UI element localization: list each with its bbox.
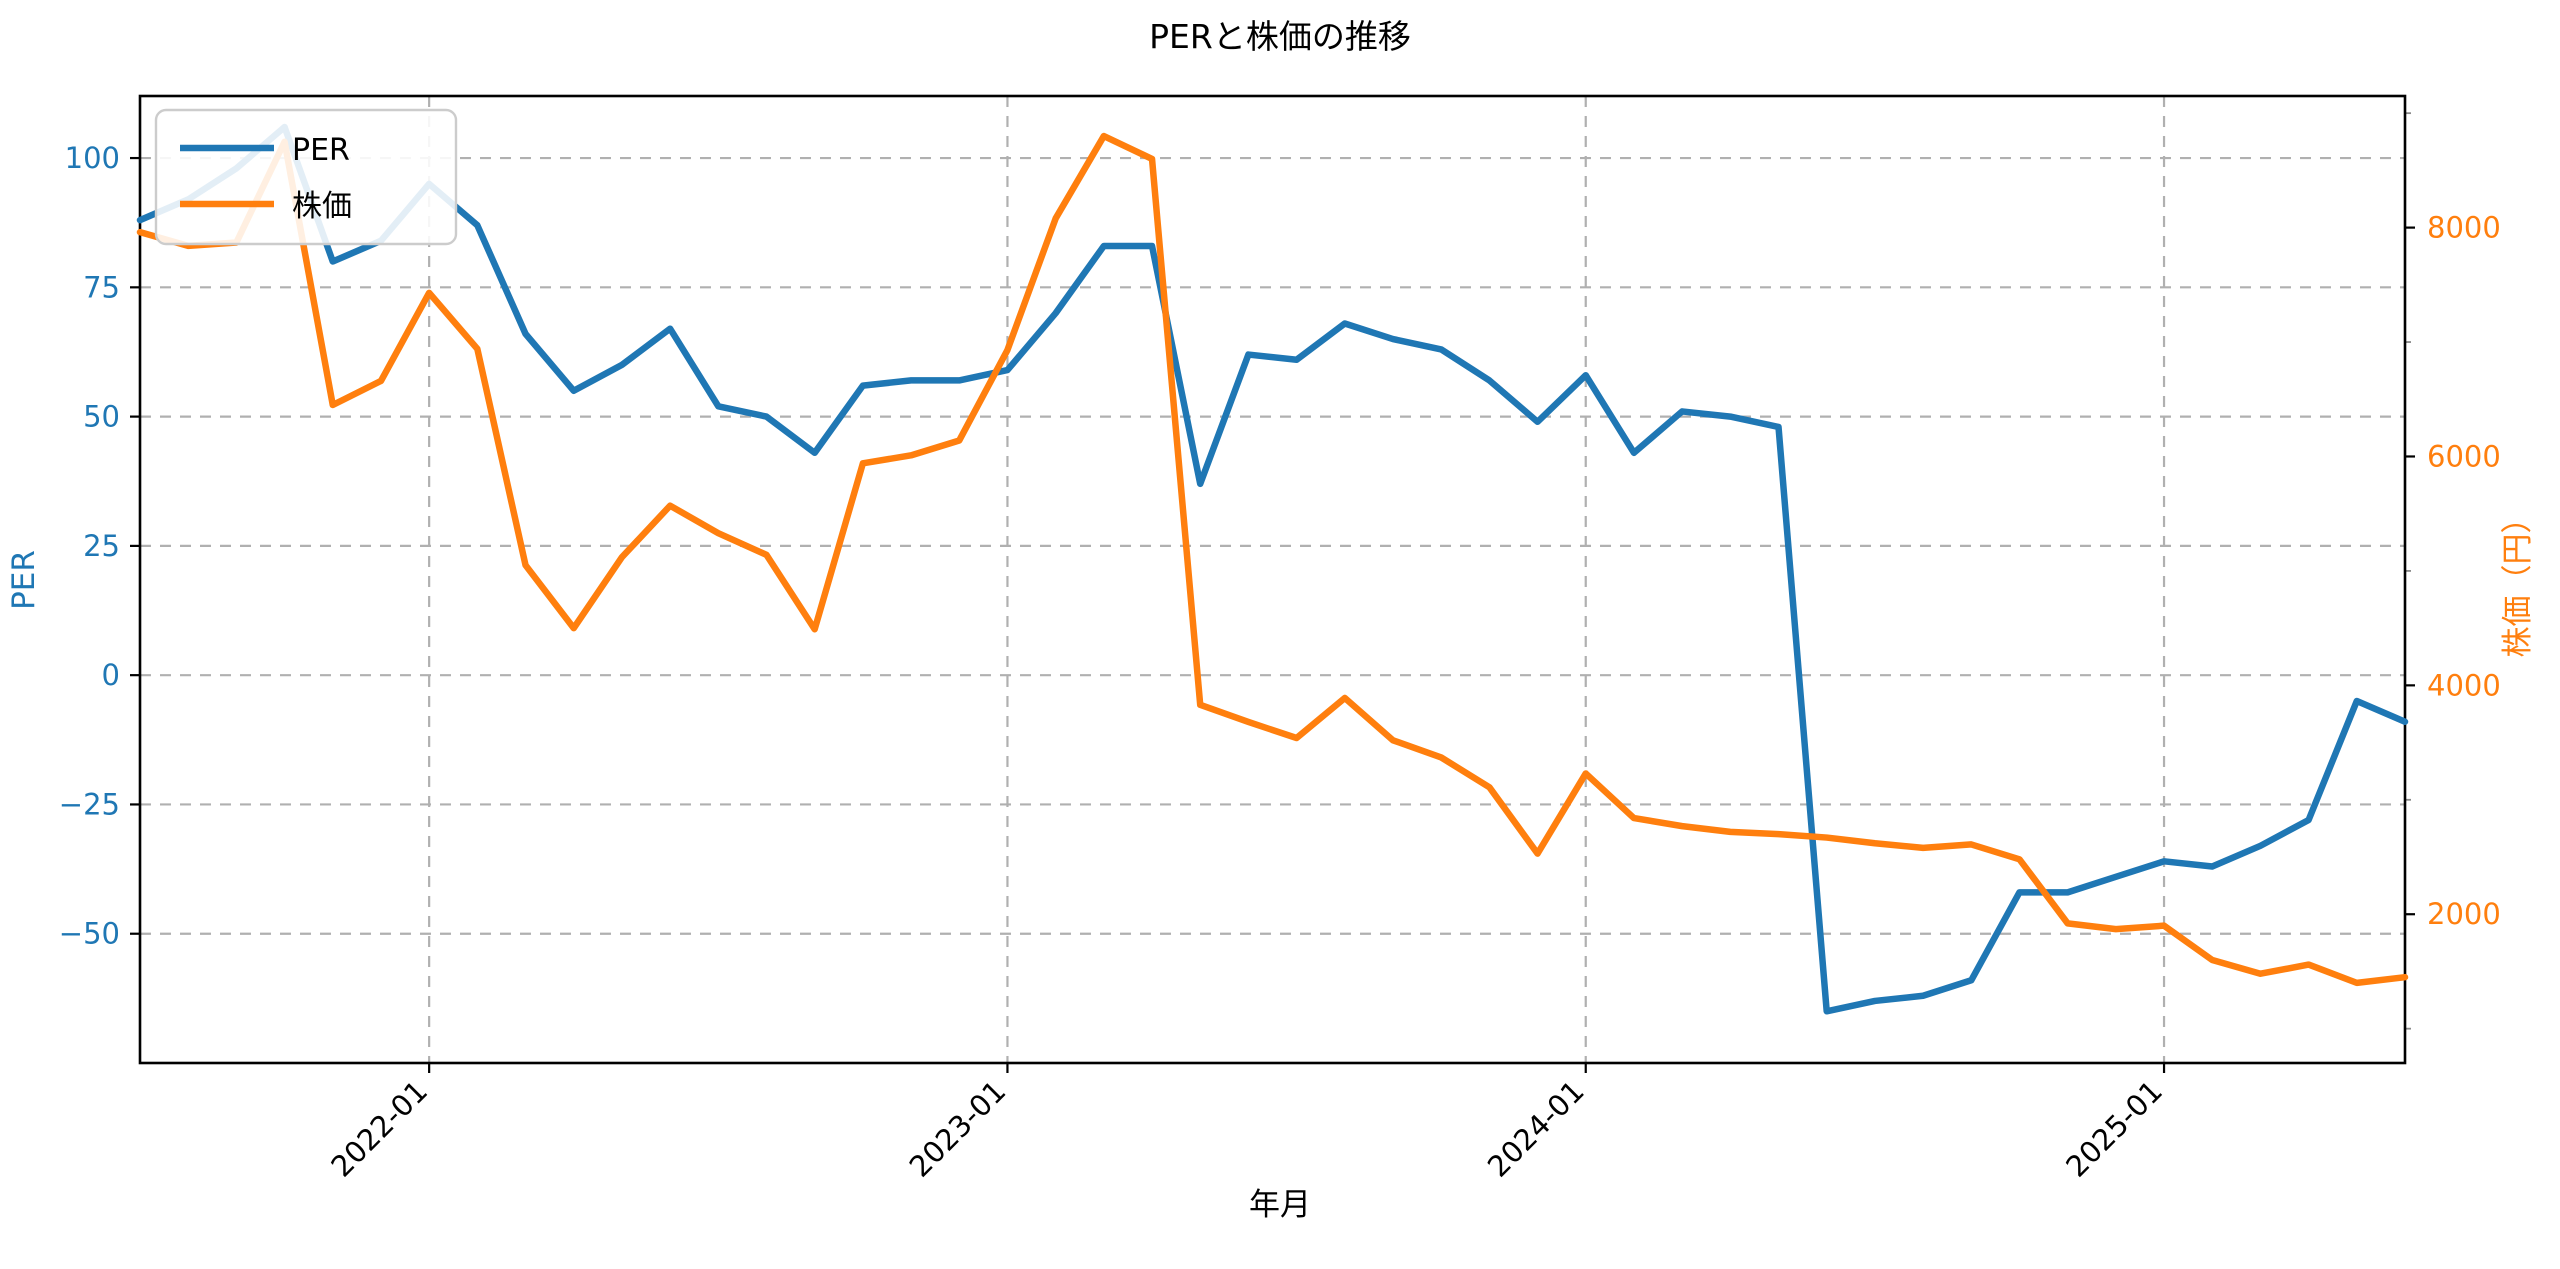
- chart-title: PERと株価の推移: [1149, 17, 1411, 56]
- series-line-stock-price: [136, 132, 2409, 987]
- y-tick-label-left: 0: [102, 658, 120, 692]
- y-axis-right-tick-labels: 8000 6000 4000 2000: [2427, 211, 2501, 932]
- chart-legend[interactable]: PER 株価: [154, 108, 458, 246]
- y-tick-label-right: 8000: [2427, 211, 2501, 245]
- y-tick-label-right: 4000: [2427, 668, 2501, 702]
- data-series-layer: [136, 123, 2409, 1015]
- plot-frame: [138, 94, 2407, 1065]
- x-axis-label: 年月: [1249, 1187, 1311, 1223]
- y-tick-label-right: 6000: [2427, 439, 2501, 473]
- legend-label-stock-price: 株価: [292, 189, 352, 224]
- y-axis-left-label: PER: [6, 550, 42, 610]
- y-tick-label-left: 50: [83, 400, 120, 434]
- legend-label-per: PER: [292, 133, 350, 168]
- legend-background: [154, 108, 458, 246]
- grid-lines: [140, 96, 2405, 1063]
- y-axis-right-label: 株価（円）: [2500, 503, 2536, 658]
- y-tick-label-left: −25: [59, 787, 120, 821]
- y-tick-label-left: 25: [83, 529, 120, 563]
- series-line-per: [136, 123, 2409, 1015]
- y-tick-label-right: 2000: [2427, 897, 2501, 931]
- y-tick-label-left: −50: [59, 917, 120, 951]
- y-tick-label-left: 100: [65, 141, 120, 175]
- plot-area-border: [138, 94, 2407, 1065]
- y-axis-left-tick-labels: 100 75 50 25 0 −25 −50: [59, 141, 120, 951]
- y-tick-label-left: 75: [83, 270, 120, 304]
